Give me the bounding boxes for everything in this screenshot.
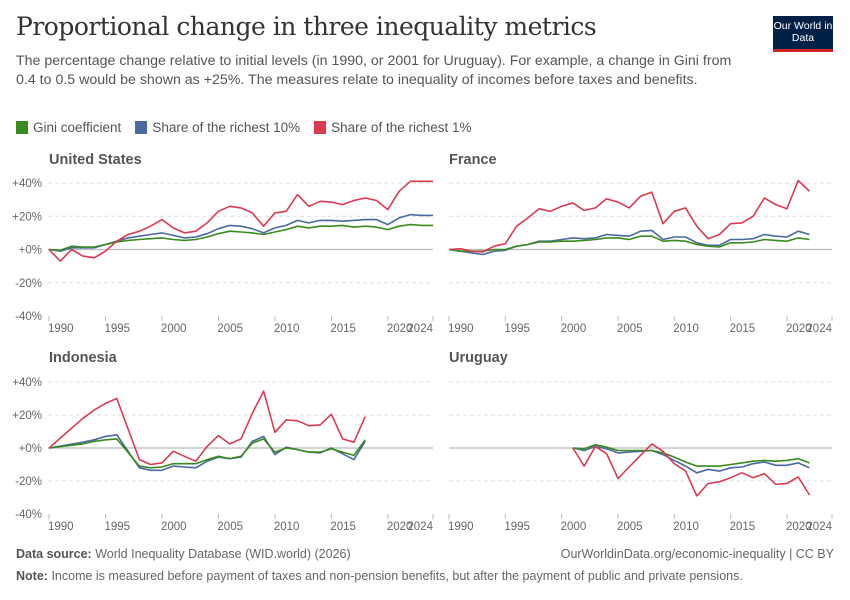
x-tick-label: 2010 <box>673 323 699 335</box>
series-line-share-of-the-richest-1- <box>48 390 366 466</box>
x-tick-label: 2010 <box>274 323 300 335</box>
legend-label: Share of the richest 1% <box>331 120 472 135</box>
x-tick-label: 2024 <box>806 323 832 335</box>
x-tick-label: 2000 <box>161 323 187 335</box>
series-line-share-of-the-richest-10- <box>572 445 810 474</box>
series-line-share-of-the-richest-1- <box>48 180 433 262</box>
source-text[interactable]: World Inequality Database (WID.world) (2… <box>95 547 351 561</box>
x-tick-label: 2020 <box>786 323 812 335</box>
panel-title: France <box>449 152 497 168</box>
x-tick-label: 1995 <box>504 323 530 335</box>
y-tick-label: +0% <box>19 443 42 455</box>
panel-title: United States <box>49 152 142 168</box>
legend-item-top10[interactable]: Share of the richest 10% <box>135 120 300 135</box>
x-tick-label: 2015 <box>330 521 356 533</box>
x-tick-label: 2024 <box>407 323 433 335</box>
legend-swatch-top1 <box>314 121 327 134</box>
x-tick-label: 2024 <box>806 521 832 533</box>
x-tick-label: 2005 <box>217 323 243 335</box>
footer-source-row: Data source: World Inequality Database (… <box>16 547 834 561</box>
x-tick-label: 2024 <box>407 521 433 533</box>
y-tick-label: +20% <box>12 211 42 223</box>
legend-label: Gini coefficient <box>33 120 122 135</box>
x-tick-label: 1995 <box>504 521 530 533</box>
x-tick-label: 2005 <box>617 323 643 335</box>
series-line-share-of-the-richest-10- <box>48 213 433 252</box>
legend-swatch-gini <box>16 121 28 134</box>
y-tick-label: +0% <box>19 245 42 257</box>
x-tick-label: 2000 <box>561 323 587 335</box>
y-tick-label: -20% <box>15 278 42 290</box>
series-line-share-of-the-richest-1- <box>572 443 811 497</box>
panel-title: Indonesia <box>49 350 118 366</box>
y-tick-label: -20% <box>15 476 42 488</box>
x-tick-label: 1995 <box>104 521 130 533</box>
x-tick-label: 2020 <box>387 521 413 533</box>
x-tick-label: 2020 <box>786 521 812 533</box>
x-tick-label: 2005 <box>217 521 243 533</box>
series-line-gini-coefficient <box>572 443 810 467</box>
series-line-share-of-the-richest-10- <box>448 229 810 256</box>
y-tick-label: -40% <box>15 509 42 521</box>
legend: Gini coefficient Share of the richest 10… <box>16 120 471 135</box>
x-tick-label: 1990 <box>448 323 474 335</box>
x-tick-label: 2015 <box>730 521 756 533</box>
chart-subtitle: The percentage change relative to initia… <box>16 53 732 88</box>
x-tick-label: 2020 <box>387 323 413 335</box>
legend-item-top1[interactable]: Share of the richest 1% <box>314 120 471 135</box>
chart-title: Proportional change in three inequality … <box>16 12 597 41</box>
x-tick-label: 2000 <box>161 521 187 533</box>
legend-label: Share of the richest 10% <box>152 120 301 135</box>
x-tick-label: 2015 <box>730 323 756 335</box>
y-tick-label: -40% <box>15 311 42 323</box>
note-text: Income is measured before payment of tax… <box>51 569 743 583</box>
owid-logo[interactable]: Our World in Data <box>773 16 833 52</box>
legend-swatch-top10 <box>135 121 148 134</box>
x-tick-label: 1990 <box>48 521 74 533</box>
series-line-gini-coefficient <box>48 438 366 469</box>
x-tick-label: 2000 <box>561 521 587 533</box>
y-tick-label: +40% <box>12 178 42 190</box>
series-line-share-of-the-richest-1- <box>448 179 811 253</box>
y-tick-label: +40% <box>12 377 42 389</box>
panel-title: Uruguay <box>449 350 508 366</box>
note-label: Note: <box>16 569 48 583</box>
series-line-gini-coefficient <box>48 223 433 252</box>
legend-item-gini[interactable]: Gini coefficient <box>16 120 121 135</box>
data-source: Data source: World Inequality Database (… <box>16 547 351 561</box>
x-tick-label: 2010 <box>673 521 699 533</box>
x-tick-label: 1995 <box>104 323 130 335</box>
x-tick-label: 1990 <box>448 521 474 533</box>
x-tick-label: 2010 <box>274 521 300 533</box>
series-line-gini-coefficient <box>448 235 810 252</box>
y-tick-label: +20% <box>12 410 42 422</box>
x-tick-label: 2005 <box>617 521 643 533</box>
source-url[interactable]: OurWorldinData.org/economic-inequality |… <box>560 547 834 561</box>
source-label: Data source: <box>16 547 92 561</box>
x-tick-label: 1990 <box>48 323 74 335</box>
footer-note: Note: Income is measured before payment … <box>16 569 743 583</box>
x-tick-label: 2015 <box>330 323 356 335</box>
